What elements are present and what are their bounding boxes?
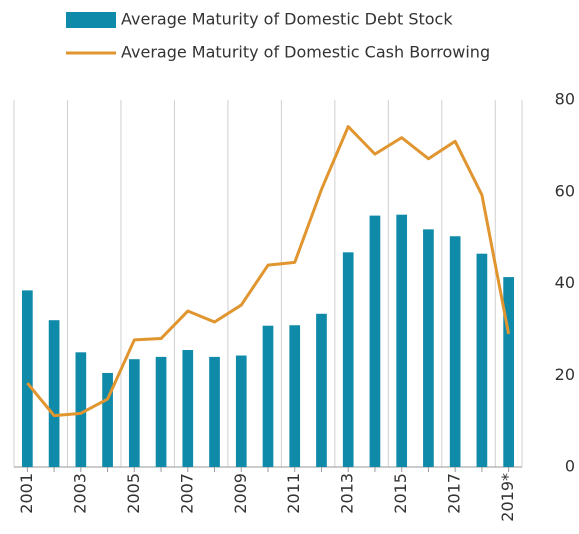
y-tick-label: 60 [555, 181, 575, 200]
bar [449, 236, 461, 467]
x-tick-label: 2001 [17, 473, 36, 514]
bar [369, 215, 381, 467]
bar [128, 359, 140, 467]
legend-label: Average Maturity of Domestic Cash Borrow… [121, 43, 490, 62]
bar [423, 229, 434, 467]
bar [75, 352, 87, 467]
x-tick-label: 2005 [124, 473, 143, 514]
bar [289, 325, 301, 467]
bar [102, 372, 113, 467]
x-tick-label: 2009 [231, 473, 250, 514]
bar [262, 325, 274, 467]
bar [48, 320, 60, 467]
legend-label: Average Maturity of Domestic Debt Stock [121, 10, 453, 29]
bar [476, 253, 488, 467]
bar [316, 313, 327, 467]
bar [503, 277, 514, 467]
bar [22, 290, 33, 467]
y-tick-label: 80 [555, 90, 575, 109]
x-tick-label: 2015 [391, 473, 410, 514]
x-tick-label: 2013 [338, 473, 357, 514]
bar [155, 356, 167, 467]
bar [182, 350, 194, 467]
bar [209, 356, 220, 467]
x-tick-label: 2007 [177, 473, 196, 514]
y-tick-label: 20 [555, 365, 575, 384]
bar [342, 252, 354, 467]
x-tick-label: 2017 [445, 473, 464, 514]
line [26, 125, 511, 418]
x-tick-label: 2019* [498, 473, 517, 522]
bar [396, 214, 408, 467]
x-tick-label: 2003 [70, 473, 89, 514]
y-tick-label: 0 [565, 457, 575, 476]
bar [235, 355, 247, 467]
legend-swatch [66, 12, 116, 28]
x-tick-label: 2011 [284, 473, 303, 514]
y-tick-label: 40 [555, 273, 575, 292]
